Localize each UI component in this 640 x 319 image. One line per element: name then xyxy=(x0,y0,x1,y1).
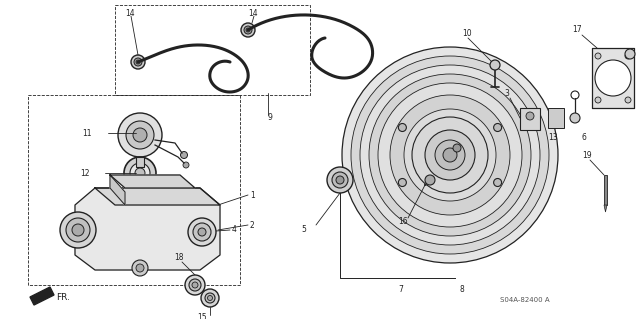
Circle shape xyxy=(351,56,549,254)
Circle shape xyxy=(183,162,189,168)
Text: 4: 4 xyxy=(232,226,237,234)
Circle shape xyxy=(136,264,144,272)
Circle shape xyxy=(526,112,534,120)
Circle shape xyxy=(124,157,156,189)
Circle shape xyxy=(435,140,465,170)
Circle shape xyxy=(625,49,635,59)
Text: 6: 6 xyxy=(582,133,587,143)
Bar xyxy=(136,157,144,167)
Circle shape xyxy=(185,275,205,295)
Circle shape xyxy=(60,212,96,248)
Text: 11: 11 xyxy=(82,129,92,137)
Polygon shape xyxy=(75,188,220,270)
Circle shape xyxy=(327,167,353,193)
Bar xyxy=(592,48,634,108)
Circle shape xyxy=(398,179,406,187)
Circle shape xyxy=(595,60,631,96)
Circle shape xyxy=(493,179,502,187)
Text: 3: 3 xyxy=(504,88,509,98)
Circle shape xyxy=(332,172,348,188)
Circle shape xyxy=(130,163,150,183)
Circle shape xyxy=(493,123,502,131)
Bar xyxy=(548,108,564,128)
Circle shape xyxy=(189,279,201,291)
Circle shape xyxy=(201,289,219,307)
Circle shape xyxy=(207,295,212,300)
Circle shape xyxy=(192,282,198,288)
Polygon shape xyxy=(110,175,195,188)
Text: 15: 15 xyxy=(197,314,207,319)
Text: 13: 13 xyxy=(548,133,557,143)
Circle shape xyxy=(66,218,90,242)
Circle shape xyxy=(570,113,580,123)
Circle shape xyxy=(198,228,206,236)
Text: 18: 18 xyxy=(174,254,184,263)
Text: 10: 10 xyxy=(462,28,472,38)
Circle shape xyxy=(625,53,631,59)
Text: S04A-82400 A: S04A-82400 A xyxy=(500,297,550,303)
Text: 5: 5 xyxy=(301,226,307,234)
Text: 12: 12 xyxy=(80,168,90,177)
Text: 2: 2 xyxy=(250,220,255,229)
Circle shape xyxy=(404,109,496,201)
Circle shape xyxy=(360,65,540,245)
Circle shape xyxy=(246,28,250,32)
Circle shape xyxy=(205,293,215,303)
Circle shape xyxy=(193,223,211,241)
Circle shape xyxy=(131,55,145,69)
Circle shape xyxy=(490,60,500,70)
Circle shape xyxy=(412,117,488,193)
Text: 1: 1 xyxy=(250,190,255,199)
Circle shape xyxy=(118,113,162,157)
Circle shape xyxy=(378,83,522,227)
Circle shape xyxy=(342,47,558,263)
Text: 16: 16 xyxy=(398,218,408,226)
Text: FR.: FR. xyxy=(56,293,70,302)
Circle shape xyxy=(369,74,531,236)
Circle shape xyxy=(136,60,140,64)
Circle shape xyxy=(443,148,457,162)
Circle shape xyxy=(425,130,475,180)
Circle shape xyxy=(134,58,142,66)
Polygon shape xyxy=(30,287,54,305)
Text: 19: 19 xyxy=(582,151,591,160)
Circle shape xyxy=(425,175,435,185)
Circle shape xyxy=(72,224,84,236)
Text: 14: 14 xyxy=(248,9,258,18)
Circle shape xyxy=(398,123,406,131)
Circle shape xyxy=(390,95,510,215)
Text: 9: 9 xyxy=(268,114,273,122)
Polygon shape xyxy=(604,205,607,212)
Circle shape xyxy=(244,26,252,34)
Circle shape xyxy=(135,168,145,178)
Circle shape xyxy=(132,260,148,276)
Text: 17: 17 xyxy=(572,26,582,34)
Circle shape xyxy=(420,125,480,185)
Text: 14: 14 xyxy=(125,9,134,18)
Circle shape xyxy=(180,152,188,159)
Circle shape xyxy=(595,53,601,59)
Bar xyxy=(520,108,540,130)
Circle shape xyxy=(241,23,255,37)
Circle shape xyxy=(625,97,631,103)
Text: 8: 8 xyxy=(460,286,465,294)
Bar xyxy=(604,175,607,205)
Circle shape xyxy=(126,121,154,149)
Circle shape xyxy=(188,218,216,246)
Polygon shape xyxy=(95,188,220,205)
Text: 7: 7 xyxy=(398,286,403,294)
Circle shape xyxy=(133,128,147,142)
Circle shape xyxy=(453,144,461,152)
Circle shape xyxy=(595,97,601,103)
Polygon shape xyxy=(110,175,125,205)
Circle shape xyxy=(336,176,344,184)
